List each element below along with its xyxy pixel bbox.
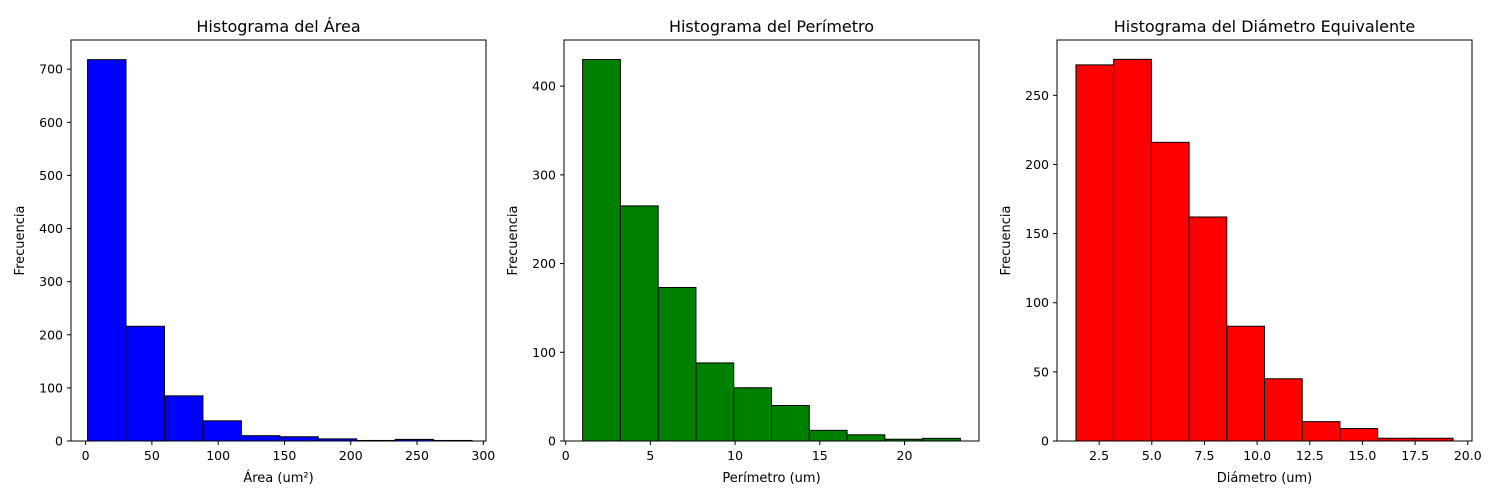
area-x-tick-label-4: 200 [339,448,363,463]
perimeter-x-tick-label-1: 5 [646,448,654,463]
area-bar-4 [240,435,281,442]
perimeter-x-tick-label-0: 0 [562,448,570,463]
diameter-bar-2 [1150,141,1190,442]
diameter-bar-1 [1113,58,1152,442]
area-y-tick-label-1: 100 [39,380,63,395]
area-bar-0 [87,59,127,442]
perimeter-x-axis-label: Perímetro (um) [722,471,820,486]
diameter-y-tick-label-4: 200 [1025,157,1049,172]
area-bar-5 [279,436,319,442]
area-x-tick-label-6: 300 [471,448,495,463]
area-plot-frame [70,39,487,442]
perimeter-x-tick-label-3: 15 [812,448,828,463]
perimeter-x-tick-label-2: 10 [727,448,743,463]
perimeter-plot-frame [563,39,980,442]
diameter-bar-6 [1301,421,1341,442]
area-histogram: 0 50 100 150 200 250 300 0 100 200 300 400 500 600 700… [13,17,495,486]
area-x-tick-label-2: 100 [206,448,230,463]
diameter-y-tick-label-5: 250 [1025,88,1049,103]
perimeter-bar-4 [733,387,772,442]
perimeter-y-tick-label-2: 200 [532,256,556,271]
area-x-tick-label-0: 0 [82,448,90,463]
perimeter-chart-title: Histograma del Perímetro [669,17,874,36]
diameter-x-tick-label-0: 2.5 [1089,448,1109,463]
diameter-x-tick-label-4: 12.5 [1296,448,1324,463]
perimeter-y-tick-label-0: 0 [548,434,556,449]
diameter-plot-frame [1056,39,1473,442]
diameter-y-axis-label: Frecuencia [999,206,1014,276]
perimeter-x-tick-label-4: 20 [897,448,913,463]
perimeter-bar-3 [695,362,735,442]
diameter-x-axis-label: Diámetro (um) [1217,471,1313,486]
perimeter-bar-0 [582,59,621,442]
diameter-x-tick-label-1: 5.0 [1142,448,1162,463]
area-bar-2 [163,395,204,442]
diameter-x-tick-label-2: 7.5 [1195,448,1215,463]
perimeter-y-axis-label: Frecuencia [506,206,521,276]
area-bar-3 [202,420,242,442]
area-bar-1 [125,325,165,442]
area-x-axis-label: Área (um²) [243,470,313,486]
diameter-x-tick-label-7: 20.0 [1454,448,1482,463]
diameter-x-tick-label-6: 17.5 [1401,448,1429,463]
area-y-tick-label-0: 0 [55,434,63,449]
area-y-tick-label-2: 200 [39,327,63,342]
area-x-tick-label-5: 250 [405,448,429,463]
diameter-y-tick-label-0: 0 [1041,434,1049,449]
area-y-tick-label-7: 700 [39,62,63,77]
perimeter-bar-1 [619,205,659,442]
perimeter-bar-5 [771,405,810,442]
area-x-tick-label-1: 50 [144,448,160,463]
diameter-y-tick-label-3: 150 [1025,226,1049,241]
perimeter-y-tick-label-1: 100 [532,345,556,360]
diameter-y-tick-label-2: 100 [1025,295,1049,310]
diameter-bar-0 [1075,64,1115,442]
area-y-tick-label-6: 600 [39,115,63,130]
diameter-bar-4 [1226,325,1265,442]
area-chart-title: Histograma del Área [196,17,360,36]
area-y-tick-label-3: 300 [39,274,63,289]
diameter-histogram: 2.5 5.0 7.5 10.0 12.5 15.0 17.5 20.0 0 50 100 150 20… [999,17,1482,486]
area-y-axis-label: Frecuencia [13,206,28,276]
perimeter-bar-2 [657,287,697,442]
perimeter-bar-7 [846,434,886,442]
diameter-chart-title: Histograma del Diámetro Equivalente [1114,17,1415,36]
area-y-tick-label-4: 400 [39,221,63,236]
perimeter-y-tick-label-4: 400 [532,79,556,94]
diameter-bar-5 [1264,378,1303,442]
diameter-bar-3 [1188,216,1228,442]
diameter-y-tick-label-1: 50 [1033,364,1049,379]
area-y-tick-label-5: 500 [39,168,63,183]
area-x-tick-label-3: 150 [273,448,297,463]
perimeter-y-tick-label-3: 300 [532,167,556,182]
perimeter-bar-6 [808,429,848,442]
diameter-x-tick-label-3: 10.0 [1243,448,1271,463]
diameter-x-tick-label-5: 15.0 [1349,448,1377,463]
diameter-bar-7 [1339,428,1379,442]
